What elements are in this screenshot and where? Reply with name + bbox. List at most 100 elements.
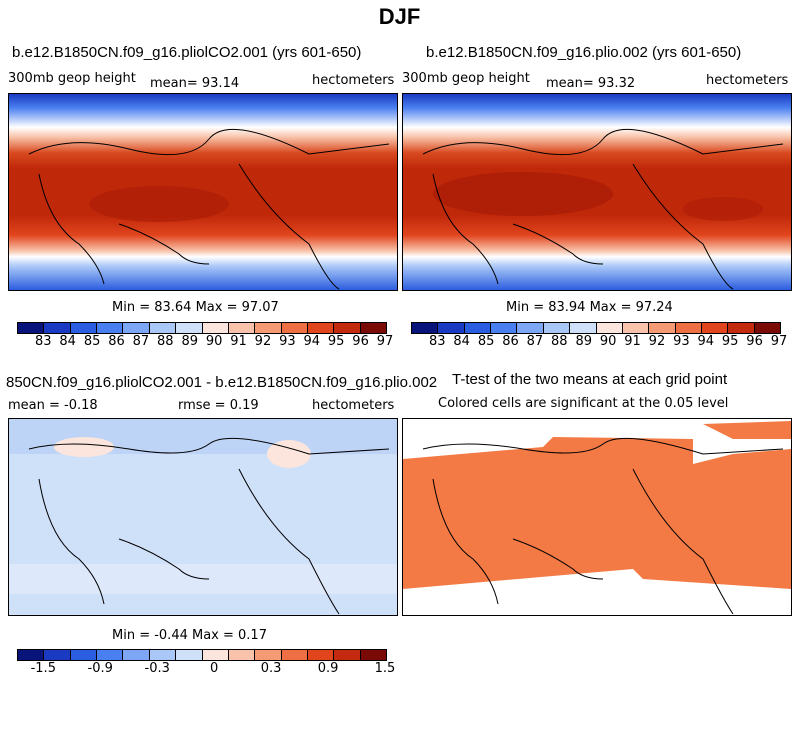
panel2-mean-label: mean= 93.32 — [546, 76, 636, 91]
colorbar-swatch — [360, 323, 387, 333]
colorbar-tick-label: 83 — [35, 334, 52, 349]
panel4-map — [402, 418, 792, 616]
colorbar-swatch — [307, 650, 335, 660]
colorbar-tick-label: 89 — [181, 334, 199, 349]
colorbar-tick-label: 88 — [157, 334, 174, 349]
colorbar-tick-label: 88 — [551, 334, 568, 349]
colorbar-swatch — [412, 323, 439, 333]
colorbar-tick-label: -0.9 — [87, 661, 113, 676]
panel2-title: b.e12.B1850CN.f09_g16.plio.002 (yrs 601-… — [426, 44, 742, 61]
panel2-variable-label: 300mb geop height — [402, 71, 530, 86]
panel3-field — [9, 419, 397, 615]
colorbar-tick-label: 0 — [210, 661, 219, 676]
colorbar-tick-label: 90 — [599, 334, 617, 349]
panel2-minmax: Min = 83.94 Max = 97.24 — [506, 300, 673, 315]
colorbar-tick-label: 95 — [721, 334, 739, 349]
colorbar-tick-label: 95 — [327, 334, 345, 349]
panel1-colorbar — [17, 322, 387, 334]
colorbar-swatch — [202, 650, 229, 660]
colorbar-swatch — [149, 650, 177, 660]
colorbar-swatch — [44, 650, 71, 660]
colorbar-swatch — [464, 323, 492, 333]
colorbar-tick-label: 84 — [453, 334, 470, 349]
colorbar-tick-label: 87 — [526, 334, 544, 349]
colorbar-swatch — [334, 650, 361, 660]
colorbar-swatch — [44, 323, 71, 333]
panel1-title: b.e12.B1850CN.f09_g16.pliolCO2.001 (yrs … — [12, 44, 362, 61]
colorbar-tick-label: 86 — [502, 334, 519, 349]
colorbar-tick-label: 89 — [575, 334, 593, 349]
colorbar-tick-label: 91 — [230, 334, 247, 349]
panel1-minmax: Min = 83.64 Max = 97.07 — [112, 300, 279, 315]
panel2-units-label: hectometers — [706, 73, 789, 88]
panel1-map — [8, 93, 398, 291]
colorbar-swatch — [18, 323, 45, 333]
colorbar-swatch — [176, 650, 203, 660]
colorbar-swatch — [202, 323, 229, 333]
colorbar-tick-label: 93 — [279, 334, 296, 349]
colorbar-swatch — [334, 323, 361, 333]
colorbar-tick-label: 92 — [648, 334, 666, 349]
panel2-field — [403, 94, 791, 290]
panel3-rmse-label: rmse = 0.19 — [178, 398, 259, 413]
colorbar-swatch — [228, 650, 256, 660]
colorbar-tick-label: 83 — [429, 334, 446, 349]
colorbar-swatch — [570, 323, 597, 333]
colorbar-swatch — [176, 323, 203, 333]
colorbar-swatch — [307, 323, 335, 333]
colorbar-swatch — [281, 650, 308, 660]
colorbar-swatch — [97, 650, 124, 660]
colorbar-tick-label: 85 — [83, 334, 101, 349]
colorbar-tick-label: 96 — [352, 334, 369, 349]
panel1-units-label: hectometers — [312, 73, 395, 88]
colorbar-swatch — [123, 650, 150, 660]
panel3-title: 850CN.f09_g16.pliolCO2.001 - b.e12.B1850… — [6, 374, 438, 391]
colorbar-swatch — [491, 323, 518, 333]
panel3-mean-label: mean = -0.18 — [8, 398, 98, 413]
colorbar-swatch — [123, 323, 150, 333]
colorbar-tick-label: 85 — [477, 334, 495, 349]
colorbar-swatch — [281, 323, 308, 333]
colorbar-tick-label: 96 — [746, 334, 763, 349]
colorbar-swatch — [596, 323, 623, 333]
page-title: DJF — [378, 4, 421, 29]
colorbar-tick-label: 91 — [624, 334, 641, 349]
colorbar-swatch — [622, 323, 650, 333]
panel3-minmax: Min = -0.44 Max = 0.17 — [112, 628, 267, 643]
colorbar-tick-label: 94 — [697, 334, 715, 349]
colorbar-tick-label: 0.9 — [317, 661, 339, 676]
panel4-field — [403, 421, 791, 615]
colorbar-tick-label: 93 — [673, 334, 690, 349]
panel1-variable-label: 300mb geop height — [8, 71, 136, 86]
colorbar-tick-label: 90 — [205, 334, 223, 349]
colorbar-tick-label: 97 — [770, 334, 788, 349]
panel2-map — [402, 93, 792, 291]
panel1-field — [9, 94, 397, 290]
colorbar-swatch — [517, 323, 544, 333]
colorbar-tick-label: 1.5 — [374, 661, 396, 676]
colorbar-tick-label: 87 — [132, 334, 150, 349]
panel1-mean-label: mean= 93.14 — [150, 76, 240, 91]
colorbar-swatch — [438, 323, 465, 333]
colorbar-swatch — [728, 323, 755, 333]
colorbar-tick-label: 84 — [59, 334, 76, 349]
colorbar-swatch — [255, 323, 282, 333]
colorbar-tick-label: 86 — [108, 334, 125, 349]
colorbar-swatch — [754, 323, 781, 333]
panel4-title: T-test of the two means at each grid poi… — [452, 371, 728, 388]
panel2-colorbar — [411, 322, 781, 334]
panel3-map — [8, 418, 398, 616]
panel3-colorbar — [17, 649, 387, 661]
colorbar-swatch — [228, 323, 256, 333]
panel3-units-label: hectometers — [312, 398, 395, 413]
colorbar-tick-label: 97 — [376, 334, 394, 349]
colorbar-swatch — [70, 323, 98, 333]
colorbar-swatch — [255, 650, 282, 660]
colorbar-swatch — [701, 323, 729, 333]
colorbar-tick-label: 0.3 — [260, 661, 282, 676]
colorbar-swatch — [97, 323, 124, 333]
colorbar-swatch — [543, 323, 571, 333]
colorbar-swatch — [70, 650, 98, 660]
colorbar-tick-label: 94 — [303, 334, 321, 349]
colorbar-swatch — [360, 650, 387, 660]
